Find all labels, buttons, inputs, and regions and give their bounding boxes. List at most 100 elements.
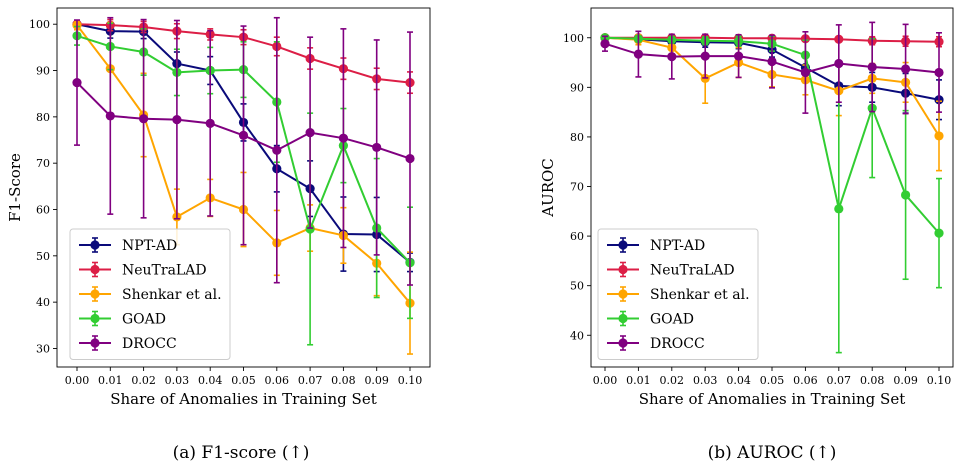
- data-point: [934, 228, 944, 238]
- x-tick-label: 0.04: [198, 374, 223, 387]
- y-tick-label: 100: [563, 32, 584, 45]
- y-tick-label: 90: [36, 65, 50, 78]
- y-tick-label: 100: [29, 18, 50, 31]
- data-point: [667, 51, 677, 62]
- x-axis-label: Share of Anomalies in Training Set: [110, 390, 376, 408]
- data-point: [934, 131, 944, 141]
- data-point: [734, 51, 744, 61]
- legend-label: DROCC: [650, 336, 705, 352]
- x-axis-label: Share of Anomalies in Training Set: [639, 390, 905, 408]
- legend-label: GOAD: [650, 312, 694, 328]
- legend-label: GOAD: [122, 312, 166, 328]
- legend-box: [597, 228, 759, 360]
- series-drocc: [600, 21, 944, 115]
- figure-caption: (b) AUROC (↑): [708, 443, 837, 463]
- legend-marker: [90, 289, 100, 299]
- x-tick-label: 0.07: [298, 374, 323, 387]
- data-point: [867, 62, 877, 72]
- x-tick-label: 0.06: [793, 374, 818, 387]
- legend-label: NPT-AD: [122, 238, 177, 254]
- x-tick-label: 0.09: [893, 374, 918, 387]
- data-point: [105, 111, 115, 121]
- x-tick-label: 0.02: [131, 374, 156, 387]
- data-point: [600, 39, 610, 49]
- data-point: [633, 49, 644, 59]
- y-axis-label: F1-Score: [6, 153, 24, 222]
- auroc-chart: 40 50 60 70 80 90 100 0.00 0.01 0.02 0.03 0.04 0.05 0…: [539, 7, 954, 463]
- x-tick-label: 0.02: [660, 374, 685, 387]
- x-tick-label: 0.01: [98, 374, 123, 387]
- x-tick-label: 0.01: [626, 374, 651, 387]
- y-tick-label: 70: [36, 157, 50, 170]
- data-point: [172, 115, 182, 125]
- legend-marker: [90, 313, 100, 324]
- x-tick-label: 0.08: [331, 374, 356, 387]
- x-tick-label: 0.05: [760, 374, 785, 387]
- data-point: [205, 118, 215, 128]
- legend-marker: [90, 264, 100, 275]
- x-tick-label: 0.03: [165, 374, 190, 387]
- x-tick-label: 0.07: [827, 374, 852, 387]
- data-point: [834, 204, 844, 214]
- legend-marker: [618, 289, 628, 299]
- legend-marker: [618, 264, 628, 275]
- data-point: [700, 51, 710, 61]
- data-point: [338, 133, 348, 143]
- legend-label: DROCC: [122, 336, 177, 352]
- legend-marker: [618, 338, 628, 348]
- x-tick-label: 0.00: [593, 374, 618, 387]
- y-tick-label: 40: [570, 329, 584, 342]
- legend-label: Shenkar et al.: [650, 287, 750, 303]
- legend-marker: [618, 240, 628, 250]
- x-tick-label: 0.06: [265, 374, 290, 387]
- data-point: [800, 67, 811, 78]
- legend-label: NeuTraLAD: [650, 263, 735, 279]
- x-tick-label: 0.10: [927, 374, 952, 387]
- legend-marker: [618, 313, 628, 324]
- data-point: [139, 114, 149, 124]
- y-tick-label: 80: [570, 131, 584, 144]
- data-point: [238, 130, 249, 140]
- plot-area: [600, 21, 944, 354]
- legend: NPT-AD NeuTraLAD Shenkar et al. GOAD DROCC: [597, 228, 759, 360]
- x-tick-label: 0.09: [364, 374, 389, 387]
- x-tick-label: 0.03: [693, 374, 718, 387]
- data-point: [72, 77, 82, 88]
- data-point: [901, 64, 911, 74]
- x-tick-label: 0.10: [398, 374, 423, 387]
- y-tick-label: 50: [36, 250, 50, 263]
- legend-label: NPT-AD: [650, 238, 705, 254]
- y-tick-label: 60: [36, 204, 50, 217]
- y-tick-label: 40: [36, 296, 50, 309]
- y-tick-label: 60: [570, 230, 584, 243]
- data-point: [405, 153, 415, 164]
- x-tick-label: 0.00: [65, 374, 90, 387]
- plot-area: [72, 16, 415, 355]
- data-point: [305, 224, 315, 234]
- data-point: [272, 145, 282, 155]
- f1-score-chart: 30 40 50 60 70 80 90 100 0.00 0.01 0.02 0.03 0.04 0.0…: [6, 7, 431, 463]
- data-point: [767, 56, 777, 67]
- series-drocc: [72, 16, 415, 286]
- data-point: [372, 142, 382, 153]
- y-tick-label: 90: [570, 81, 584, 94]
- y-tick-label: 80: [36, 111, 50, 124]
- x-tick-label: 0.04: [726, 374, 751, 387]
- legend-box: [69, 228, 231, 360]
- data-point: [305, 128, 315, 138]
- legend: NPT-AD NeuTraLAD Shenkar et al. GOAD DROCC: [69, 228, 231, 360]
- legend-marker: [90, 240, 100, 250]
- legend-marker: [90, 338, 100, 348]
- data-point: [934, 67, 944, 78]
- y-axis-label: AUROC: [539, 158, 557, 218]
- x-tick-label: 0.08: [860, 374, 885, 387]
- figure-caption: (a) F1-score (↑): [173, 443, 310, 463]
- data-point: [901, 190, 911, 200]
- legend-label: Shenkar et al.: [122, 287, 222, 303]
- legend-label: NeuTraLAD: [122, 263, 207, 279]
- data-point: [834, 58, 844, 69]
- y-tick-label: 70: [570, 181, 584, 194]
- y-tick-label: 50: [570, 280, 584, 293]
- y-tick-label: 30: [36, 342, 50, 355]
